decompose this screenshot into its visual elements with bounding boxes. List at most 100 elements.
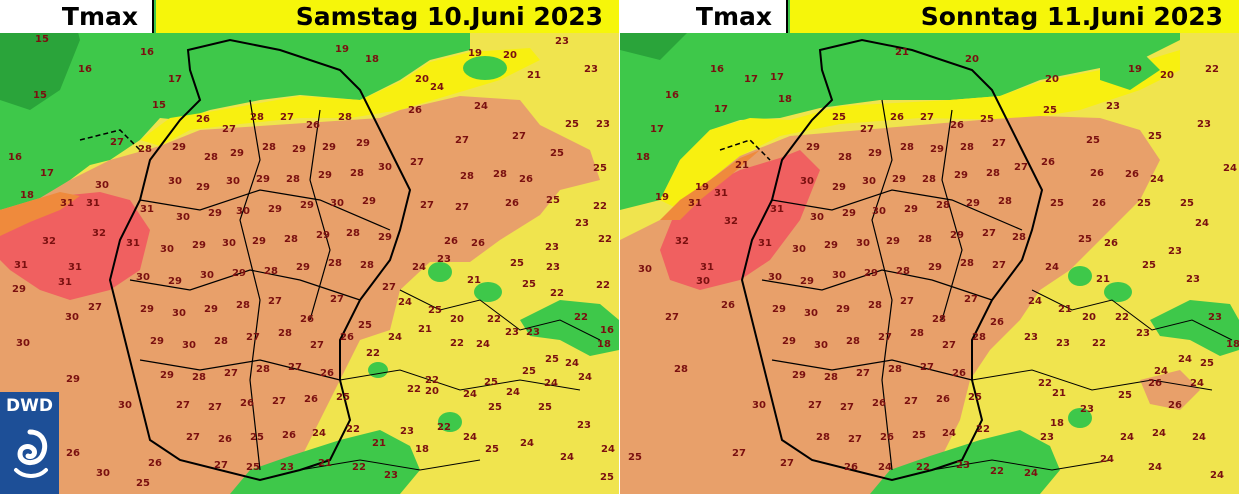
temperature-label: 29 (208, 208, 222, 219)
temperature-label: 24 (520, 438, 534, 449)
temperature-label: 28 (493, 169, 507, 180)
temperature-label: 28 (460, 171, 474, 182)
temperature-label: 24 (1120, 432, 1134, 443)
temperature-label: 22 (990, 466, 1004, 477)
temperature-label: 21 (418, 324, 432, 335)
temperature-label: 24 (474, 101, 488, 112)
temperature-label: 28 (960, 142, 974, 153)
temperature-label: 25 (1180, 198, 1194, 209)
temperature-label: 25 (484, 377, 498, 388)
temperature-label: 24 (476, 339, 490, 350)
temperature-label: 22 (1092, 338, 1106, 349)
temperature-label: 28 (838, 152, 852, 163)
temperature-label: 28 (360, 260, 374, 271)
temperature-label: 27 (214, 460, 228, 471)
variable-label: Tmax (61, 2, 138, 31)
temperature-label: 31 (714, 188, 728, 199)
temperature-label: 28 (338, 112, 352, 123)
temperature-label: 29 (196, 182, 210, 193)
temperature-label: 24 (1028, 296, 1042, 307)
temperature-label: 28 (286, 174, 300, 185)
temperature-label: 28 (998, 196, 1012, 207)
temperature-label: 29 (322, 142, 336, 153)
temperature-label: 27 (860, 124, 874, 135)
temperature-label: 27 (920, 112, 934, 123)
temperature-label: 21 (527, 70, 541, 81)
temperature-label: 31 (68, 262, 82, 273)
temperature-label: 24 (578, 372, 592, 383)
temperature-label: 26 (844, 462, 858, 473)
temperature-label: 24 (1190, 378, 1204, 389)
dwd-logo-text: DWD (6, 396, 53, 416)
dwd-logo: DWD (0, 392, 59, 494)
temperature-label: 23 (956, 460, 970, 471)
temperature-label: 23 (1040, 432, 1054, 443)
temperature-label: 28 (868, 300, 882, 311)
temperature-label: 28 (674, 364, 688, 375)
temperature-label: 25 (522, 366, 536, 377)
temperature-label: 27 (176, 400, 190, 411)
temperature-label: 25 (538, 402, 552, 413)
temperature-label: 25 (510, 258, 524, 269)
temperature-label: 24 (1178, 354, 1192, 365)
temperature-label: 26 (950, 120, 964, 131)
temperature-label: 29 (140, 304, 154, 315)
temperature-label: 28 (138, 144, 152, 155)
temperature-label: 17 (650, 124, 664, 135)
temperature-label: 23 (526, 327, 540, 338)
temperature-label: 28 (960, 258, 974, 269)
temperature-label: 24 (942, 428, 956, 439)
temperature-label: 25 (832, 112, 846, 123)
temperature-label: 23 (575, 218, 589, 229)
temperature-label: 26 (1041, 157, 1055, 168)
temperature-label: 28 (284, 234, 298, 245)
temperature-label: 25 (565, 119, 579, 130)
temperature-label: 26 (721, 300, 735, 311)
temperature-label: 21 (895, 47, 909, 58)
temperature-label: 16 (600, 325, 614, 336)
temperature-label: 30 (226, 176, 240, 187)
temperature-label: 18 (415, 444, 429, 455)
temperature-label: 30 (118, 400, 132, 411)
temperature-label: 29 (892, 174, 906, 185)
temperature-label: 28 (236, 300, 250, 311)
temperature-label: 26 (952, 368, 966, 379)
temperature-label: 27 (410, 157, 424, 168)
temperature-label: 27 (900, 296, 914, 307)
temperature-label: 27 (920, 362, 934, 373)
temperature-label: 31 (140, 204, 154, 215)
temperature-label: 28 (932, 314, 946, 325)
temperature-label: 26 (196, 114, 210, 125)
temperature-label: 27 (848, 434, 862, 445)
temperature-label: 31 (86, 198, 100, 209)
temperature-label: 26 (1092, 198, 1106, 209)
temperature-label: 30 (330, 198, 344, 209)
temperature-label: 29 (316, 230, 330, 241)
temperature-label: 26 (300, 314, 314, 325)
temperature-label: 29 (356, 138, 370, 149)
variable-box: Tmax (0, 0, 154, 33)
temperature-label: 29 (806, 142, 820, 153)
temperature-label: 26 (218, 434, 232, 445)
temperature-label: 23 (1056, 338, 1070, 349)
temperature-label: 32 (675, 236, 689, 247)
temperature-label: 25 (600, 472, 614, 483)
temperature-label: 24 (1210, 470, 1224, 481)
temperature-label: 27 (840, 402, 854, 413)
temperature-label: 29 (950, 230, 964, 241)
temperature-label: 26 (872, 398, 886, 409)
temperature-label: 24 (388, 332, 402, 343)
panel-divider (619, 0, 620, 494)
temperature-label: 28 (1012, 232, 1026, 243)
temperature-label: 29 (232, 268, 246, 279)
temperature-label: 30 (182, 340, 196, 351)
temperature-label: 30 (768, 272, 782, 283)
temperature-label: 27 (186, 432, 200, 443)
temperature-label: 23 (584, 64, 598, 75)
temperature-label: 29 (256, 174, 270, 185)
temperature-label: 22 (346, 424, 360, 435)
temperature-label: 21 (1096, 274, 1110, 285)
temperature-label: 25 (1086, 135, 1100, 146)
temperature-label: 28 (262, 142, 276, 153)
temperature-label: 23 (384, 470, 398, 481)
